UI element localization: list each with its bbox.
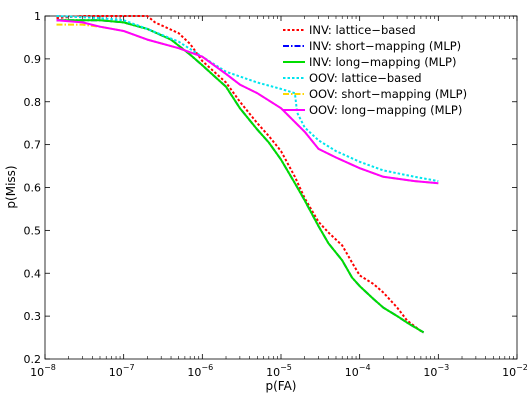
series-line-4 [56,15,439,183]
legend-entry-label: OOV: short−mapping (MLP) [309,87,467,101]
legend-entry-label: INV: long−mapping (MLP) [309,55,456,69]
y-tick-label: 0.7 [24,139,42,152]
legend: INV: lattice−based INV: short−mapping (ML… [283,23,467,117]
x-tick-base: 10 [423,366,437,379]
y-tick-label: 0.8 [24,96,42,109]
legend-entry-label: OOV: long−mapping (MLP) [309,103,462,117]
x-tick-base: 10 [502,366,516,379]
legend-entry-label: INV: lattice−based [309,23,416,37]
x-tick-exponent: −5 [280,363,292,372]
series-line-1 [56,15,425,334]
x-tick-exponent: −4 [359,363,371,372]
x-tick-base: 10 [187,366,201,379]
x-axis-label: p(FA) [266,379,297,393]
x-tick-base: 10 [30,366,44,379]
y-tick-label: 0.5 [24,224,42,237]
x-tick-label: 10−7 [109,363,135,379]
series-line-6 [56,19,439,185]
x-tick-exponent: −8 [44,363,56,372]
x-tick-label: 10−4 [345,363,371,379]
y-tick-label: 0.3 [24,310,42,323]
legend-entry-label: INV: short−mapping (MLP) [309,39,461,53]
plot-area [44,15,518,360]
y-axis-label: p(Miss) [4,165,18,208]
y-tick-label: 0.9 [24,53,42,66]
x-tick-base: 10 [109,366,123,379]
legend-entry-label: OOV: lattice−based [309,71,422,85]
y-tick-label: 0.2 [24,353,42,366]
series-layer [56,15,439,334]
x-tick-label: 10−2 [502,363,528,379]
x-tick-exponent: −7 [123,363,135,372]
x-tick-exponent: −6 [201,363,213,372]
y-tick-label: 0.6 [24,182,42,195]
x-tick-base: 10 [266,366,280,379]
y-tick-label: 0.4 [24,267,42,280]
x-tick-label: 10−6 [187,363,213,379]
x-tick-label: 10−5 [266,363,292,379]
y-tick-label: 1 [34,10,41,23]
x-tick-exponent: −3 [437,363,449,372]
x-tick-exponent: −2 [516,363,528,372]
x-tick-label: 10−8 [30,363,56,379]
x-tick-base: 10 [345,366,359,379]
x-tick-label: 10−3 [423,363,449,379]
